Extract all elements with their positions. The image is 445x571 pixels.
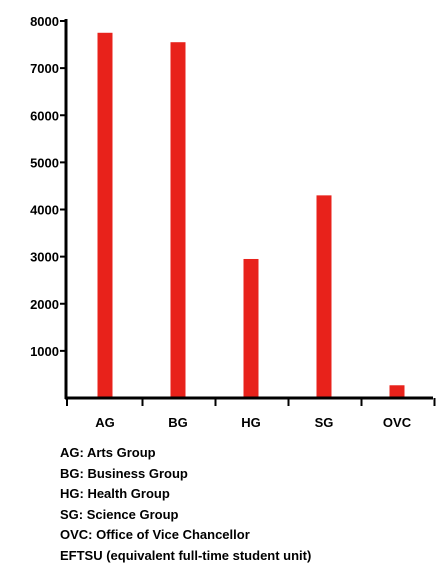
y-tick-label-3000: 3000 [30,250,59,265]
x-tick-label-ag: AG [95,415,115,430]
y-axis-ticks [60,20,66,352]
legend-note-eftsu: EFTSU (equivalent full-time student unit… [60,547,312,563]
x-tick-label-bg: BG [168,415,188,430]
abbreviation-legend: AG: Arts Group BG: Business Group HG: He… [60,443,311,566]
x-tick-label-sg: SG [315,415,334,430]
x-axis-tick-labels: AG BG HG SG OVC [95,415,411,430]
y-tick-label-6000: 6000 [30,108,59,123]
y-tick-label-2000: 2000 [30,297,59,312]
chart-bars [97,32,405,399]
legend-note-ovc: OVC: Office of Vice Chancellor [60,527,250,542]
bar-sg [316,195,332,398]
y-tick-label-4000: 4000 [30,203,59,218]
legend-note-ag: AG: Arts Group [60,445,156,460]
y-tick-label-1000: 1000 [30,344,59,359]
y-tick-label-8000: 8000 [30,14,59,29]
bar-bg [170,42,186,399]
y-axis-tick-labels: 1000 2000 3000 4000 5000 6000 7000 8000 [30,14,59,359]
bar-ovc [389,385,405,398]
legend-note-hg: HG: Health Group [60,486,170,501]
legend-note-bg: BG: Business Group [60,465,188,481]
x-tick-label-hg: HG [241,415,261,430]
bar-chart: 1000 2000 3000 4000 5000 6000 7000 8000 AG BG HG S… [30,14,436,430]
bar-hg [243,258,259,398]
x-tick-label-ovc: OVC [383,415,412,430]
y-tick-label-5000: 5000 [30,155,59,170]
y-tick-label-7000: 7000 [30,61,59,76]
bar-ag [97,32,113,398]
legend-note-sg: SG: Science Group [60,506,179,522]
